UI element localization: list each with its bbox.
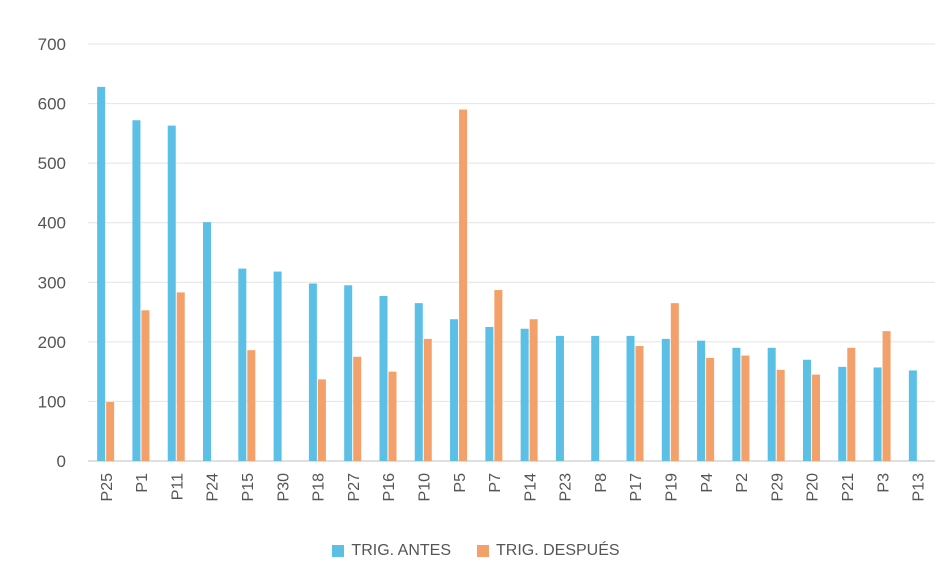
x-tick-label-p14: P14 bbox=[522, 473, 539, 502]
bar-antes-p17 bbox=[626, 335, 635, 461]
bar-antes-p11 bbox=[167, 125, 176, 461]
y-tick-label-100: 100 bbox=[38, 392, 66, 411]
bar-despues-p3 bbox=[882, 331, 891, 461]
bar-antes-p23 bbox=[555, 335, 564, 461]
x-tick-label-p16: P16 bbox=[381, 473, 398, 502]
bar-despues-p20 bbox=[811, 374, 820, 461]
bar-antes-p19 bbox=[661, 338, 670, 461]
x-tick-label-p3: P3 bbox=[875, 473, 892, 493]
bar-antes-p30 bbox=[273, 271, 282, 461]
y-tick-label-0: 0 bbox=[57, 452, 66, 471]
bar-despues-p10 bbox=[423, 338, 432, 461]
bar-despues-p2 bbox=[741, 355, 750, 461]
bar-antes-p25 bbox=[97, 86, 106, 462]
bar-antes-p1 bbox=[132, 120, 141, 461]
bar-antes-p18 bbox=[308, 283, 317, 461]
x-tick-label-p18: P18 bbox=[311, 473, 328, 502]
bar-antes-p21 bbox=[838, 366, 847, 461]
x-tick-label-p21: P21 bbox=[840, 473, 857, 502]
y-tick-label-500: 500 bbox=[38, 154, 66, 173]
bar-antes-p14 bbox=[520, 328, 529, 461]
x-tick-label-p19: P19 bbox=[664, 473, 681, 502]
x-tick-label-p23: P23 bbox=[558, 473, 575, 502]
bar-despues-p16 bbox=[388, 371, 397, 461]
bar-antes-p13 bbox=[908, 370, 917, 461]
bar-antes-p5 bbox=[450, 319, 459, 461]
legend-swatch-trig-despues bbox=[477, 545, 489, 557]
x-tick-label-p24: P24 bbox=[205, 473, 222, 502]
bar-despues-p27 bbox=[353, 356, 362, 461]
x-tick-label-p25: P25 bbox=[99, 473, 116, 502]
bar-despues-p15 bbox=[247, 350, 256, 461]
x-tick-label-p15: P15 bbox=[240, 473, 257, 502]
bar-antes-p7 bbox=[485, 326, 494, 461]
x-tick-label-p13: P13 bbox=[911, 473, 928, 502]
x-tick-label-p8: P8 bbox=[593, 473, 610, 493]
x-tick-label-p1: P1 bbox=[134, 473, 151, 493]
x-tick-label-p2: P2 bbox=[734, 473, 751, 493]
legend: TRIG. ANTES TRIG. DESPUÉS bbox=[0, 538, 952, 564]
bar-antes-p15 bbox=[238, 268, 247, 461]
bar-despues-p25 bbox=[106, 402, 115, 461]
bar-despues-p19 bbox=[670, 303, 679, 461]
bar-despues-p7 bbox=[494, 290, 503, 461]
bar-antes-p29 bbox=[767, 347, 776, 461]
y-tick-label-400: 400 bbox=[38, 214, 66, 233]
bar-antes-p8 bbox=[591, 335, 600, 461]
bar-despues-p1 bbox=[141, 310, 150, 461]
bar-antes-p2 bbox=[732, 347, 741, 461]
x-tick-label-p30: P30 bbox=[275, 473, 292, 502]
bar-despues-p14 bbox=[529, 319, 538, 461]
bar-despues-p21 bbox=[847, 347, 856, 461]
y-tick-label-300: 300 bbox=[38, 273, 66, 292]
y-tick-label-700: 700 bbox=[38, 35, 66, 54]
bar-antes-p27 bbox=[344, 285, 353, 461]
bar-despues-p18 bbox=[317, 379, 326, 461]
legend-label-trig-despues: TRIG. DESPUÉS bbox=[496, 542, 620, 559]
legend-item-trig-despues: TRIG. DESPUÉS bbox=[477, 542, 620, 560]
x-tick-label-p11: P11 bbox=[169, 473, 186, 500]
y-tick-label-600: 600 bbox=[38, 95, 66, 114]
bar-despues-p5 bbox=[459, 109, 468, 462]
x-tick-label-p7: P7 bbox=[487, 473, 504, 493]
bar-antes-p24 bbox=[203, 222, 212, 461]
legend-swatch-trig-antes bbox=[332, 545, 345, 557]
bar-despues-p4 bbox=[706, 357, 715, 461]
bar-despues-p17 bbox=[635, 346, 644, 461]
x-tick-label-p10: P10 bbox=[416, 473, 433, 502]
legend-item-trig-antes: TRIG. ANTES bbox=[332, 542, 451, 560]
bar-antes-p20 bbox=[802, 359, 811, 461]
x-tick-label-p5: P5 bbox=[452, 473, 469, 493]
bar-despues-p29 bbox=[776, 369, 785, 461]
x-tick-label-p20: P20 bbox=[805, 473, 822, 502]
x-tick-label-p4: P4 bbox=[699, 473, 716, 493]
x-tick-label-p29: P29 bbox=[769, 473, 786, 502]
legend-label-trig-antes: TRIG. ANTES bbox=[351, 542, 451, 559]
y-tick-label-200: 200 bbox=[38, 333, 66, 352]
bar-antes-p3 bbox=[873, 367, 882, 461]
bar-antes-p16 bbox=[379, 295, 388, 461]
x-tick-label-p17: P17 bbox=[628, 473, 645, 502]
x-tick-label-p27: P27 bbox=[346, 473, 363, 502]
bar-chart: 0 100 200 300 400 500 600 700 P25 P1 P11 P24 P15 P30 P… bbox=[38, 35, 935, 502]
bar-despues-p11 bbox=[176, 292, 185, 461]
bar-antes-p10 bbox=[414, 303, 423, 461]
bar-antes-p4 bbox=[697, 340, 706, 461]
